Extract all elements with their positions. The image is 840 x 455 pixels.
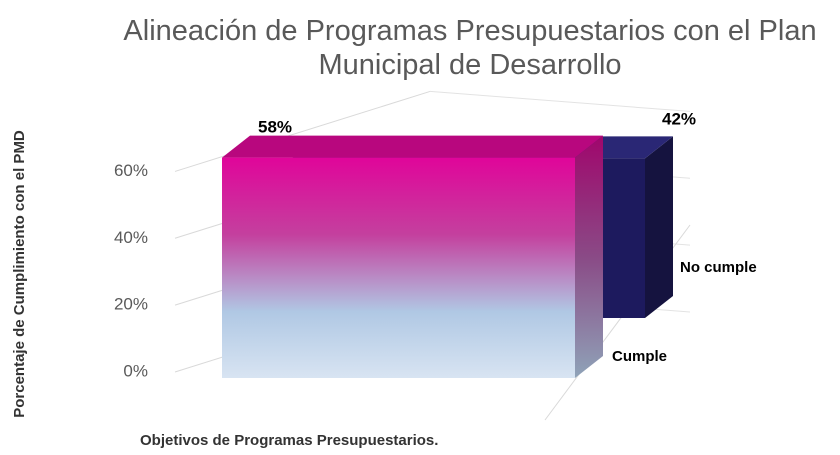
- y-axis-title: Porcentaje de Cumplimiento con el PMD: [11, 130, 28, 418]
- bar-side: [575, 135, 603, 378]
- series-label: Cumple: [612, 348, 667, 365]
- chart-title: Alineación de Programas Presupuestarios …: [123, 15, 817, 81]
- data-label: 42%: [662, 109, 696, 128]
- series-label: No cumple: [680, 259, 757, 276]
- y-tick-label: 60%: [114, 161, 148, 180]
- y-tick-label: 0%: [123, 361, 148, 380]
- grid-line: [429, 90, 691, 112]
- bar: [222, 157, 575, 378]
- y-tick-label: 40%: [114, 228, 148, 247]
- data-label: 58%: [258, 117, 292, 136]
- bar-side: [645, 136, 673, 318]
- y-tick-label: 20%: [114, 295, 148, 314]
- bar-top: [222, 135, 603, 158]
- x-axis-title: Objetivos de Programas Presupuestarios.: [140, 432, 439, 449]
- grid-line: [174, 90, 431, 172]
